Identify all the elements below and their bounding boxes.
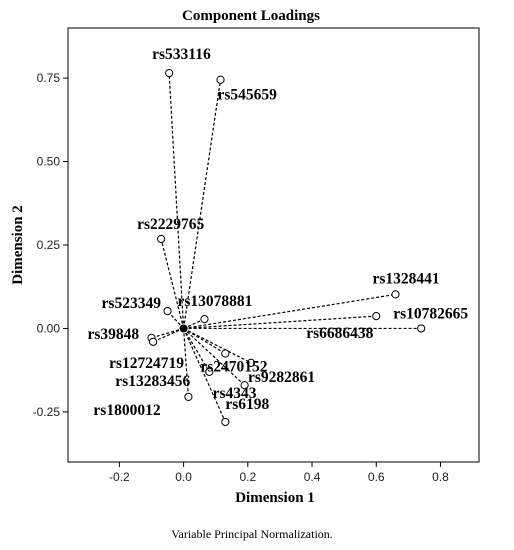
point-label: rs2470152 (200, 359, 267, 376)
loading-line (183, 328, 210, 373)
loading-point (391, 290, 400, 299)
y-tick-label: 0.25 (37, 238, 61, 252)
y-axis-label: Dimension 2 (10, 205, 26, 285)
y-tick-label: -0.25 (33, 405, 61, 419)
loading-point (148, 337, 158, 346)
loading-lines (151, 73, 422, 423)
loading-line (183, 79, 222, 329)
loading-line (151, 327, 184, 339)
point-label: rs2229765 (137, 216, 204, 233)
origin-marker (179, 324, 188, 333)
point-labels: rs533116 rs545659 rs2229765 rs1328441 rs1078… (87, 46, 468, 419)
loading-line (183, 327, 226, 355)
point-label: rs533116 (152, 46, 211, 63)
y-tick-label: 0.50 (37, 155, 61, 169)
loading-line (183, 328, 226, 423)
axis-ticks: -0.2 0.0 0.2 0.4 0.6 0.8 -0.25 0.00 0.25 0.50 0.75 (33, 71, 449, 484)
x-tick-label: 0.2 (239, 470, 256, 484)
loading-point (216, 75, 225, 84)
point-label: rs6198 (225, 396, 269, 413)
loading-line (152, 327, 184, 343)
loading-point (184, 392, 193, 401)
point-label: rs12724719 (109, 355, 184, 372)
loading-point (200, 315, 209, 324)
x-tick-label: 0.8 (432, 470, 449, 484)
loading-point (372, 312, 381, 321)
y-tick-label: 0.75 (37, 71, 61, 85)
point-label: rs13078881 (177, 293, 252, 310)
loading-point (417, 324, 426, 333)
point-label: rs545659 (218, 87, 278, 104)
loading-line (182, 328, 190, 397)
point-label: rs13283456 (115, 373, 190, 390)
loading-line (183, 328, 246, 386)
loading-line (183, 315, 377, 330)
loading-line (167, 310, 185, 329)
point-label: rs1800012 (93, 402, 160, 419)
loading-line (183, 327, 252, 364)
x-axis-label: Dimension 1 (235, 490, 315, 506)
x-tick-label: 0.4 (304, 470, 321, 484)
point-label: rs4343 (213, 385, 257, 402)
loading-line (168, 73, 185, 329)
point-label: rs39848 (87, 326, 139, 343)
loading-line (183, 293, 396, 330)
loading-points (147, 68, 426, 427)
loading-point (205, 367, 214, 376)
loading-point (240, 381, 249, 390)
footnote: Variable Principal Normalization. (171, 527, 333, 541)
loading-point (246, 358, 256, 367)
chart-title: Component Loadings (182, 8, 320, 24)
loading-point (221, 417, 230, 427)
point-label: rs6686438 (306, 325, 373, 342)
loading-point (157, 234, 166, 244)
loading-point (163, 307, 172, 316)
y-tick-label: 0.00 (37, 321, 61, 335)
loading-point (165, 68, 174, 78)
point-label: rs9282861 (248, 369, 315, 386)
x-tick-label: 0.6 (368, 470, 385, 484)
loading-point (221, 349, 230, 358)
loading-line (183, 318, 205, 330)
point-label: rs523349 (102, 295, 162, 312)
point-label: rs10782665 (393, 305, 468, 322)
point-label: rs1328441 (373, 270, 440, 287)
x-tick-label: 0.0 (175, 470, 192, 484)
loading-line (160, 238, 185, 329)
x-tick-label: -0.2 (109, 470, 130, 484)
